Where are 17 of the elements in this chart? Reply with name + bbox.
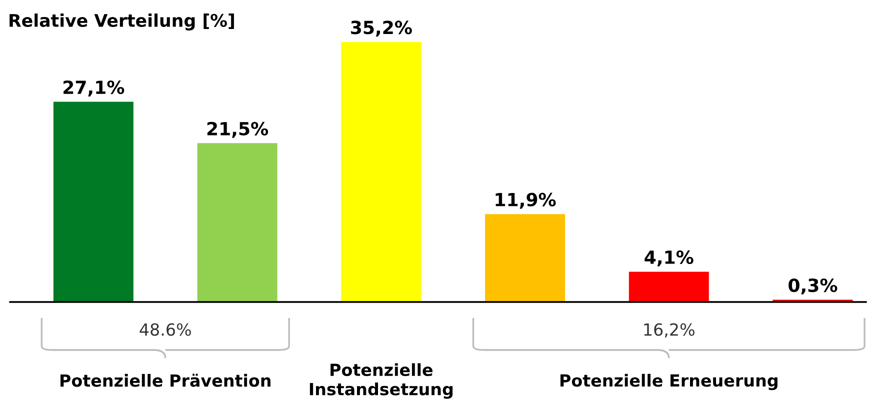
text: 48.6% <box>140 323 191 336</box>
bar <box>628 272 709 302</box>
bar <box>485 214 566 302</box>
data-label: 35,2% <box>351 20 412 37</box>
text: Potenzielle Prävention <box>60 374 270 387</box>
data-label: 21,5% <box>207 122 268 138</box>
bar <box>53 102 134 302</box>
bar <box>341 42 422 302</box>
text: Potenzielle Erneuerung <box>560 374 778 390</box>
data-label: 0,3% <box>788 278 838 294</box>
text: Potenzielle Instandsetzung <box>310 363 453 399</box>
text: 16,2% <box>644 323 694 338</box>
data-label: 11,9% <box>496 192 556 209</box>
data-label: 27,1% <box>64 80 124 96</box>
data-label: 4,1% <box>644 250 694 266</box>
bar <box>197 143 278 302</box>
chart-title: Relative Verteilung [%] <box>10 14 234 30</box>
